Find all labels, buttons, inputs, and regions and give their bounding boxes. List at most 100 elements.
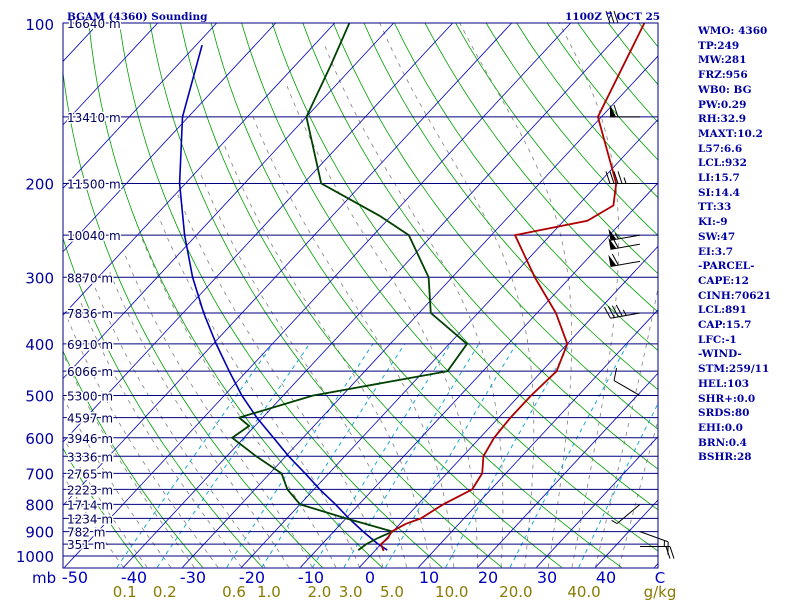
stat-line: MW:281 [698,54,747,67]
mixing-ratio-line [509,343,628,568]
pressure-label: 100 [25,16,54,34]
height-label: 1234 m [67,512,113,526]
dry-adiabat [210,23,622,568]
height-label: 8870 m [67,271,113,285]
dry-adiabat [63,350,203,568]
height-label: 1714 m [67,498,113,512]
stat-line: LCL:932 [698,157,747,170]
mixing-ratio-label: 3.0 [339,583,363,600]
height-label: 10040 m [67,229,121,243]
axis-labels: 16640 m 13410 m 11500 m 10040 m 8870 m 7836 m… [16,16,677,600]
pressure-label: 200 [25,175,54,193]
pressure-label: 800 [25,496,54,514]
temperature-tick-label: -10 [298,568,324,587]
stat-line: CINH:70621 [698,289,772,302]
sounding-stats-panel: WMO: 4360 TP:249 MW:281 FRZ:956 WB0: BG PW:0.… [698,24,798,465]
temperature-tick-label: -40 [121,568,147,587]
height-label: 2765 m [67,467,113,481]
wind-barb-column [603,10,675,559]
pressure-label: 1000 [16,548,54,566]
stat-line: CAP:15.7 [698,319,752,332]
mixing-ratio-label: 2.0 [307,583,331,600]
stat-line: EHI:0.0 [698,421,743,434]
isotherm-line [64,23,572,568]
isotherm-line [359,245,658,568]
isotherm-line [300,182,658,568]
stat-line: RH:32.9 [698,113,747,126]
dry-adiabat [63,447,144,568]
stat-line: SRDS:80 [698,407,750,420]
dry-adiabat [332,23,658,430]
wind-barb [608,253,641,268]
dry-adiabat [424,23,658,313]
dry-adiabat [241,23,658,552]
wind-barb [603,304,641,319]
grid-layer [63,23,658,568]
stat-line: FRZ:956 [698,69,748,82]
stat-line: MAXT:10.2 [698,127,763,140]
moist-adiabat [459,23,573,568]
stat-line: EI:3.7 [698,245,734,258]
stat-line: TP:249 [698,39,740,52]
dry-adiabat [394,23,658,352]
height-label: 3336 m [67,450,113,464]
moist-adiabat [93,284,266,568]
wind-barb [608,236,641,250]
temperature-unit-label: C [655,569,665,587]
dry-adiabat [149,23,503,568]
mixing-ratio-label: 20.0 [499,583,532,600]
mixing-ratio-unit-label: g/kg [644,583,677,600]
temperature-tick-label: 30 [537,568,557,587]
dry-adiabat [119,23,443,568]
wind-barb [608,228,641,241]
height-label: 7836 m [67,307,113,321]
mixing-ratio-line [445,343,571,568]
moist-adiabat [324,44,504,568]
mixing-ratio-label: 0.1 [113,583,137,600]
wind-barb [640,546,675,559]
stat-line: SW:47 [698,230,736,243]
stat-line: SI:14.4 [698,186,740,199]
temperature-tick-label: 40 [596,568,616,587]
plot-frame [62,22,659,569]
mixing-ratio-label: 0.6 [222,583,246,600]
moist-adiabat [558,23,620,568]
isotherm-line [63,23,218,189]
dry-adiabat [363,23,658,391]
dry-adiabat [271,23,658,511]
isotherm-line [63,23,159,126]
isotherm-line [123,23,631,568]
mixing-ratio-line [226,343,374,568]
dry-adiabat [63,236,263,568]
isotherm-line [63,23,336,316]
isotherm-line [63,23,513,507]
isotherm-line [241,118,658,568]
height-label: 11500 m [67,177,121,191]
height-label: 3946 m [67,432,113,446]
height-label: 351 m [67,538,105,552]
stat-line: LI:15.7 [698,172,740,185]
moist-adiabat [63,396,172,568]
height-label: 6066 m [67,365,113,379]
mixing-ratio-line [385,343,517,568]
wind-barb [605,171,640,184]
moist-adiabat [595,285,658,568]
stat-line: -WIND- [698,348,742,361]
stat-line: SHR+:0.0 [698,392,756,405]
isotherm-line [477,372,658,568]
stat-line: BSHR:28 [698,451,752,464]
moist-adiabat [379,23,535,568]
temperature-tick-label: 20 [478,568,498,587]
chart-date: 1100Z 7 OCT 25 [565,11,660,23]
height-label: 4597 m [67,412,113,426]
pressure-unit-label: mb [32,569,56,587]
stat-line: WMO: 4360 [698,25,768,37]
moist-adiabat [63,436,148,568]
mixing-ratio-line [116,343,274,568]
stat-line: BRN:0.4 [698,436,747,449]
height-label: 5300 m [67,390,113,404]
pressure-label: 300 [25,269,54,287]
height-label: 16640 m [67,17,121,31]
mixing-ratio-line [156,343,310,568]
stat-line: -PARCEL- [698,260,755,273]
